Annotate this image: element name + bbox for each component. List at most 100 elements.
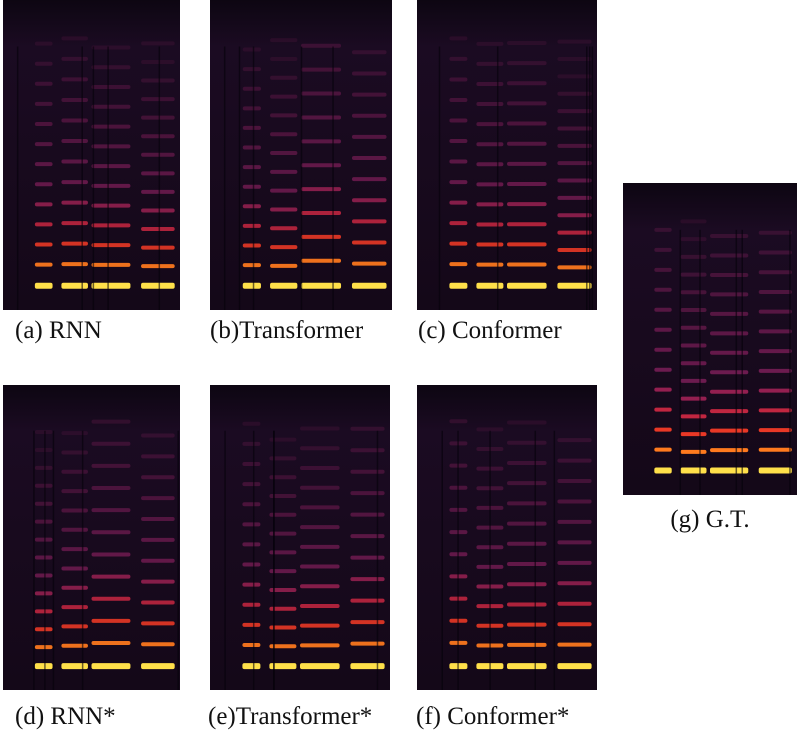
- harmonic: [758, 250, 792, 255]
- harmonic: [507, 262, 547, 267]
- harmonic: [557, 519, 592, 524]
- harmonic: [61, 139, 88, 144]
- harmonic: [242, 562, 261, 567]
- harmonic: [301, 234, 342, 239]
- frame-line: [496, 46, 499, 310]
- harmonic: [680, 378, 707, 383]
- harmonic: [301, 139, 342, 144]
- harmonic: [710, 467, 749, 474]
- panel-label: (c) Conformer: [418, 317, 562, 344]
- harmonic: [61, 489, 88, 494]
- harmonic: [476, 282, 504, 289]
- harmonic: [34, 501, 53, 506]
- harmonic: [242, 184, 261, 189]
- harmonic: [758, 329, 792, 334]
- harmonic: [269, 644, 297, 649]
- harmonic: [34, 81, 53, 86]
- harmonic: [91, 124, 131, 129]
- harmonic: [557, 622, 592, 627]
- frame-line: [158, 46, 161, 310]
- harmonic: [557, 540, 592, 545]
- harmonic: [34, 41, 53, 46]
- harmonic: [34, 519, 53, 524]
- frame-line: [177, 430, 179, 690]
- harmonic: [61, 241, 88, 246]
- harmonic: [91, 203, 131, 208]
- harmonic: [557, 213, 592, 218]
- frame-line: [238, 46, 241, 310]
- harmonic: [654, 407, 672, 412]
- harmonic: [34, 537, 53, 542]
- harmonic: [141, 454, 175, 459]
- harmonic: [34, 101, 53, 106]
- harmonic: [654, 347, 672, 352]
- harmonic: [141, 245, 175, 250]
- harmonic: [507, 121, 547, 126]
- harmonic: [301, 211, 342, 216]
- harmonic: [654, 427, 672, 432]
- harmonic: [270, 245, 298, 250]
- harmonic: [269, 550, 297, 555]
- harmonic: [270, 207, 298, 212]
- spectrogram: [3, 0, 180, 310]
- harmonic: [680, 467, 707, 474]
- harmonic: [351, 50, 387, 55]
- frame-line: [679, 229, 682, 496]
- harmonic: [680, 343, 707, 348]
- harmonic: [141, 600, 175, 605]
- harmonic: [61, 97, 88, 102]
- frame-line: [586, 46, 588, 310]
- harmonic: [710, 331, 749, 336]
- harmonic: [710, 272, 749, 277]
- harmonic: [557, 57, 592, 62]
- harmonic: [34, 142, 53, 147]
- harmonic: [557, 74, 592, 79]
- harmonic: [141, 41, 175, 46]
- spectrogram-bg: [3, 385, 180, 690]
- harmonic: [34, 61, 53, 66]
- harmonic: [242, 47, 261, 52]
- harmonic: [758, 349, 792, 354]
- harmonic: [507, 481, 547, 486]
- harmonic: [680, 432, 707, 437]
- harmonic: [34, 222, 53, 227]
- harmonic: [351, 219, 387, 224]
- frame-line: [735, 229, 738, 496]
- harmonic: [91, 262, 131, 267]
- harmonic: [242, 542, 261, 547]
- harmonic: [449, 419, 468, 424]
- harmonic: [507, 541, 547, 546]
- frame-line: [376, 430, 379, 690]
- harmonic: [654, 227, 672, 232]
- harmonic: [507, 81, 547, 86]
- harmonic: [557, 126, 592, 131]
- harmonic: [34, 430, 53, 435]
- harmonic: [91, 144, 131, 149]
- harmonic: [507, 582, 547, 587]
- harmonic: [680, 237, 707, 242]
- harmonic: [269, 569, 297, 574]
- harmonic: [61, 469, 88, 474]
- harmonic: [61, 36, 88, 41]
- harmonic: [300, 446, 340, 451]
- harmonic: [654, 467, 672, 474]
- harmonic: [141, 189, 175, 194]
- harmonic: [476, 61, 504, 66]
- harmonic: [34, 182, 53, 187]
- harmonic: [34, 609, 53, 614]
- harmonic: [34, 282, 53, 289]
- harmonic: [350, 577, 385, 582]
- harmonic: [507, 663, 547, 670]
- harmonic: [507, 242, 547, 247]
- harmonic: [557, 265, 592, 270]
- harmonic: [242, 263, 261, 268]
- harmonic: [654, 387, 672, 392]
- harmonic: [301, 187, 342, 192]
- panel-label: (f) Conformer*: [416, 703, 569, 730]
- frame-line: [252, 430, 255, 690]
- harmonic: [557, 195, 592, 200]
- harmonic: [300, 505, 340, 510]
- harmonic: [141, 496, 175, 501]
- harmonic: [34, 555, 53, 560]
